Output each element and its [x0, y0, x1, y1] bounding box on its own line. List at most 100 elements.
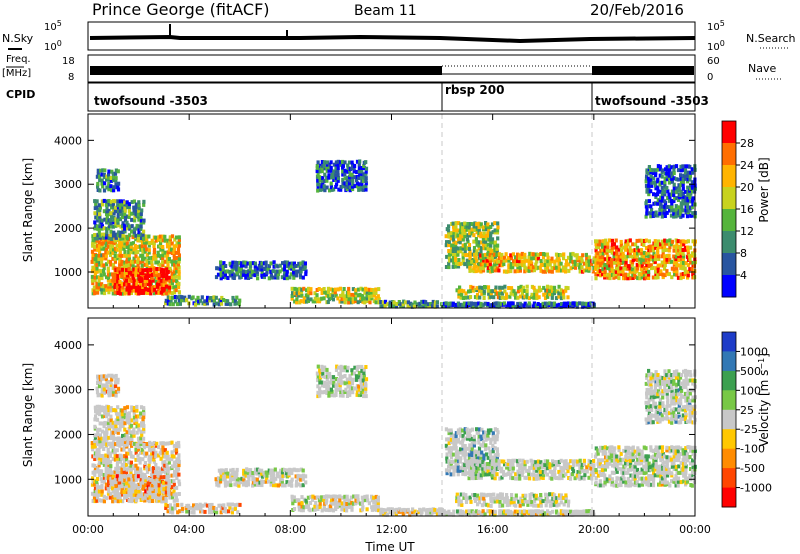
heatmap-cell	[418, 301, 422, 306]
heatmap-cell	[603, 248, 607, 253]
heatmap-cell	[98, 174, 102, 179]
heatmap-cell	[126, 420, 130, 425]
heatmap-cell	[119, 212, 123, 217]
heatmap-cell	[122, 474, 127, 479]
heatmap-cell	[651, 275, 655, 280]
heatmap-cell	[549, 285, 553, 290]
heatmap-cell	[544, 291, 548, 296]
heatmap-cell	[353, 501, 358, 506]
heatmap-cell	[516, 263, 520, 268]
heatmap-cell	[154, 260, 158, 265]
heatmap-cell	[672, 167, 676, 172]
heatmap-cell	[93, 479, 97, 484]
heatmap-cell	[341, 163, 345, 168]
heatmap-cell	[401, 302, 405, 307]
heatmap-cell	[174, 444, 178, 449]
heatmap-cell	[664, 167, 668, 172]
heatmap-cell	[688, 164, 692, 169]
heatmap-cell	[228, 270, 232, 274]
heatmap-cell	[301, 473, 306, 478]
heatmap-cell	[649, 180, 653, 185]
heatmap-cell	[484, 430, 488, 435]
heatmap-cell	[336, 159, 340, 164]
heatmap-cell	[120, 462, 124, 467]
heatmap-cell	[109, 418, 113, 423]
heatmap-cell	[356, 287, 361, 292]
heatmap-cell	[452, 246, 456, 251]
heatmap-cell	[429, 302, 433, 306]
heatmap-cell	[221, 509, 226, 514]
heatmap-cell	[532, 295, 536, 300]
heatmap-cell	[327, 173, 331, 178]
heatmap-cell	[93, 472, 97, 477]
heatmap-cell	[95, 427, 100, 432]
heatmap-cell	[489, 428, 493, 433]
heatmap-cell	[355, 181, 359, 186]
heatmap-cell	[509, 286, 514, 291]
heatmap-cell	[175, 476, 179, 480]
heatmap-cell	[348, 392, 352, 397]
heatmap-cell	[100, 393, 104, 398]
heatmap-cell	[690, 167, 694, 172]
heatmap-cell	[109, 380, 113, 385]
heatmap-cell	[165, 273, 169, 278]
heatmap-cell	[253, 267, 257, 272]
heatmap-cell	[347, 181, 352, 186]
heatmap-cell	[679, 260, 684, 265]
heatmap-cell	[166, 238, 170, 243]
heatmap-cell	[493, 259, 497, 264]
heatmap-cell	[454, 258, 458, 263]
heatmap-cell	[350, 507, 354, 512]
heatmap-cell	[125, 253, 129, 258]
heatmap-cell	[120, 259, 124, 264]
heatmap-cell	[116, 254, 120, 259]
heatmap-cell	[126, 436, 130, 441]
heatmap-cell	[532, 256, 536, 261]
heatmap-cell	[136, 236, 140, 241]
heatmap-cell	[408, 510, 412, 515]
heatmap-cell	[681, 186, 685, 191]
heatmap-cell	[118, 477, 122, 482]
heatmap-cell	[454, 240, 458, 245]
heatmap-cell	[514, 458, 518, 463]
heatmap-cell	[158, 234, 163, 239]
heatmap-cell	[125, 412, 129, 417]
heatmap-cell	[477, 233, 481, 238]
heatmap-cell	[164, 291, 168, 296]
heatmap-cell	[654, 266, 658, 271]
heatmap-cell	[468, 449, 472, 454]
heatmap-cell	[150, 241, 154, 245]
heatmap-cell	[239, 272, 244, 277]
heatmap-cell	[477, 440, 481, 445]
heatmap-cell	[672, 214, 676, 219]
heatmap-cell	[118, 436, 122, 441]
heatmap-cell	[164, 301, 168, 306]
heatmap-cell	[364, 179, 368, 183]
heatmap-cell	[642, 250, 646, 255]
heatmap-cell	[538, 265, 542, 270]
heatmap-cell	[647, 180, 651, 185]
heatmap-cell	[111, 171, 115, 176]
heatmap-cell	[226, 471, 230, 476]
heatmap-cell	[470, 268, 474, 273]
heatmap-cell	[490, 266, 494, 271]
heatmap-cell	[548, 292, 552, 297]
heatmap-cell	[489, 240, 493, 244]
heatmap-cell	[622, 276, 626, 281]
heatmap-cell	[276, 471, 280, 476]
heatmap-cell	[594, 254, 598, 259]
heatmap-cell	[500, 475, 504, 480]
heatmap-cell	[546, 288, 550, 293]
heatmap-cell	[454, 468, 458, 473]
heatmap-cell	[635, 258, 639, 263]
heatmap-cell	[210, 296, 214, 300]
date-label: 20/Feb/2016	[590, 1, 684, 19]
heatmap-cell	[639, 248, 644, 253]
heatmap-cell	[472, 469, 476, 474]
heatmap-cell	[92, 285, 96, 290]
heatmap-cell	[129, 423, 134, 428]
heatmap-cell	[98, 439, 102, 444]
heatmap-cell	[131, 235, 135, 240]
heatmap-cell	[114, 480, 118, 485]
heatmap-cell	[571, 263, 576, 268]
